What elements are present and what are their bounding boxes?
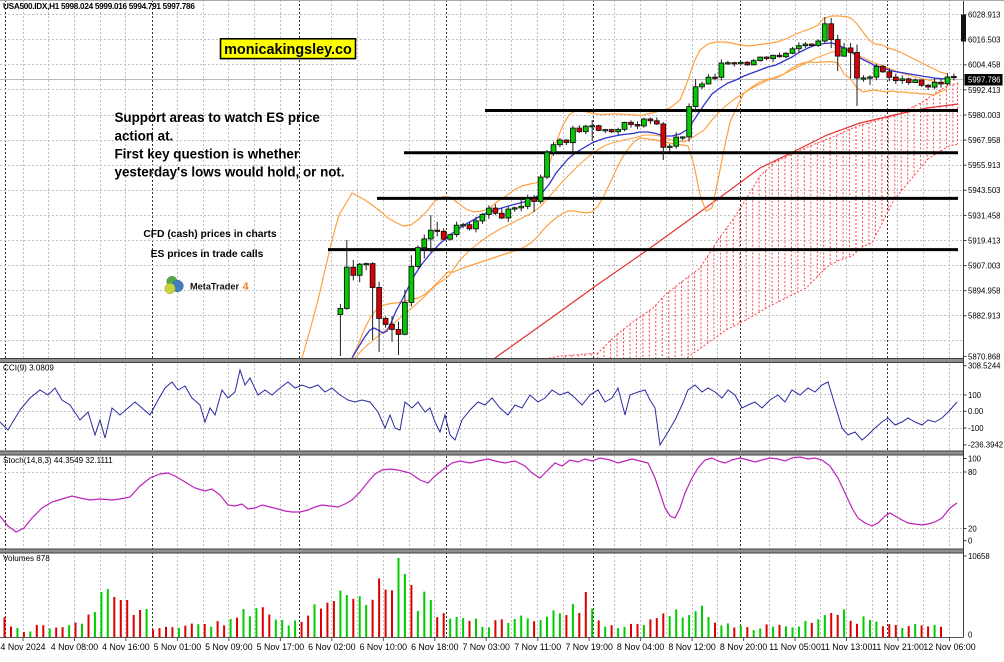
svg-text:5870.868: 5870.868 [968, 352, 1001, 361]
svg-text:0: 0 [968, 537, 973, 546]
svg-text:5992.413: 5992.413 [968, 86, 1001, 95]
svg-text:5943.503: 5943.503 [968, 186, 1001, 195]
svg-text:12 Nov 06:00: 12 Nov 06:00 [923, 642, 975, 652]
svg-text:0: 0 [968, 631, 973, 640]
svg-text:monicakingsley.co: monicakingsley.co [224, 42, 352, 58]
svg-text:5919.413: 5919.413 [968, 236, 1001, 245]
svg-text:10658: 10658 [968, 552, 990, 561]
svg-text:5931.458: 5931.458 [968, 211, 1001, 220]
svg-text:5907.003: 5907.003 [968, 262, 1001, 271]
svg-text:6 Nov 02:00: 6 Nov 02:00 [308, 642, 356, 652]
svg-text:11 Nov 21:00: 11 Nov 21:00 [872, 642, 924, 652]
svg-text:CFD (cash) prices in charts: CFD (cash) prices in charts [143, 229, 277, 240]
svg-text:8 Nov 20:00: 8 Nov 20:00 [720, 642, 768, 652]
svg-text:ES prices in trade calls: ES prices in trade calls [151, 249, 264, 260]
svg-text:8 Nov 12:00: 8 Nov 12:00 [668, 642, 716, 652]
svg-text:First key question is whether: First key question is whether [115, 146, 300, 161]
svg-text:5980.003: 5980.003 [968, 111, 1001, 120]
svg-text:4 Nov 2024: 4 Nov 2024 [1, 642, 46, 652]
svg-text:4 Nov 16:00: 4 Nov 16:00 [102, 642, 150, 652]
svg-text:8 Nov 04:00: 8 Nov 04:00 [617, 642, 665, 652]
svg-text:USA500.IDX,H1 5998.024 5999.0: USA500.IDX,H1 5998.024 5999.016 5994.791… [3, 2, 195, 11]
svg-text:4: 4 [243, 281, 250, 293]
svg-text:5997.786: 5997.786 [968, 76, 1001, 85]
svg-text:5 Nov 01:00: 5 Nov 01:00 [154, 642, 202, 652]
svg-text:20: 20 [968, 524, 977, 533]
svg-text:CCI(9) 3.0809: CCI(9) 3.0809 [3, 364, 54, 373]
svg-text:MetaTrader: MetaTrader [190, 282, 239, 292]
svg-text:100: 100 [968, 391, 982, 400]
svg-text:5 Nov 17:00: 5 Nov 17:00 [257, 642, 305, 652]
svg-text:5 Nov 09:00: 5 Nov 09:00 [205, 642, 253, 652]
svg-text:0.00: 0.00 [968, 407, 984, 416]
svg-text:6 Nov 10:00: 6 Nov 10:00 [360, 642, 408, 652]
svg-text:Stoch(14,8,3) 44.3549 32.1111: Stoch(14,8,3) 44.3549 32.1111 [3, 456, 113, 465]
svg-text:-100: -100 [968, 424, 984, 433]
svg-text:6004.458: 6004.458 [968, 61, 1001, 70]
svg-text:7 Nov 03:00: 7 Nov 03:00 [462, 642, 510, 652]
svg-text:100: 100 [968, 454, 982, 463]
svg-text:80: 80 [968, 468, 977, 477]
svg-text:5894.958: 5894.958 [968, 287, 1001, 296]
svg-text:308.5244: 308.5244 [968, 362, 1001, 371]
svg-text:5882.913: 5882.913 [968, 312, 1001, 321]
svg-text:7 Nov 11:00: 7 Nov 11:00 [514, 642, 561, 652]
svg-text:4 Nov 08:00: 4 Nov 08:00 [51, 642, 99, 652]
svg-text:-236.3942: -236.3942 [968, 441, 1003, 450]
svg-text:Support areas to watch ES pric: Support areas to watch ES price [115, 110, 320, 125]
svg-text:action at.: action at. [115, 128, 174, 143]
svg-text:6 Nov 18:00: 6 Nov 18:00 [411, 642, 459, 652]
svg-text:6016.503: 6016.503 [968, 36, 1001, 45]
svg-text:5955.913: 5955.913 [968, 161, 1001, 170]
svg-text:11 Nov 05:00: 11 Nov 05:00 [769, 642, 821, 652]
svg-text:Volumes 878: Volumes 878 [3, 554, 50, 563]
svg-text:11 Nov 13:00: 11 Nov 13:00 [821, 642, 873, 652]
svg-text:7 Nov 19:00: 7 Nov 19:00 [565, 642, 613, 652]
svg-text:yesterday's lows would hold, o: yesterday's lows would hold, or not. [115, 164, 345, 179]
svg-text:6028.913: 6028.913 [968, 11, 1001, 20]
svg-text:5967.958: 5967.958 [968, 136, 1001, 145]
